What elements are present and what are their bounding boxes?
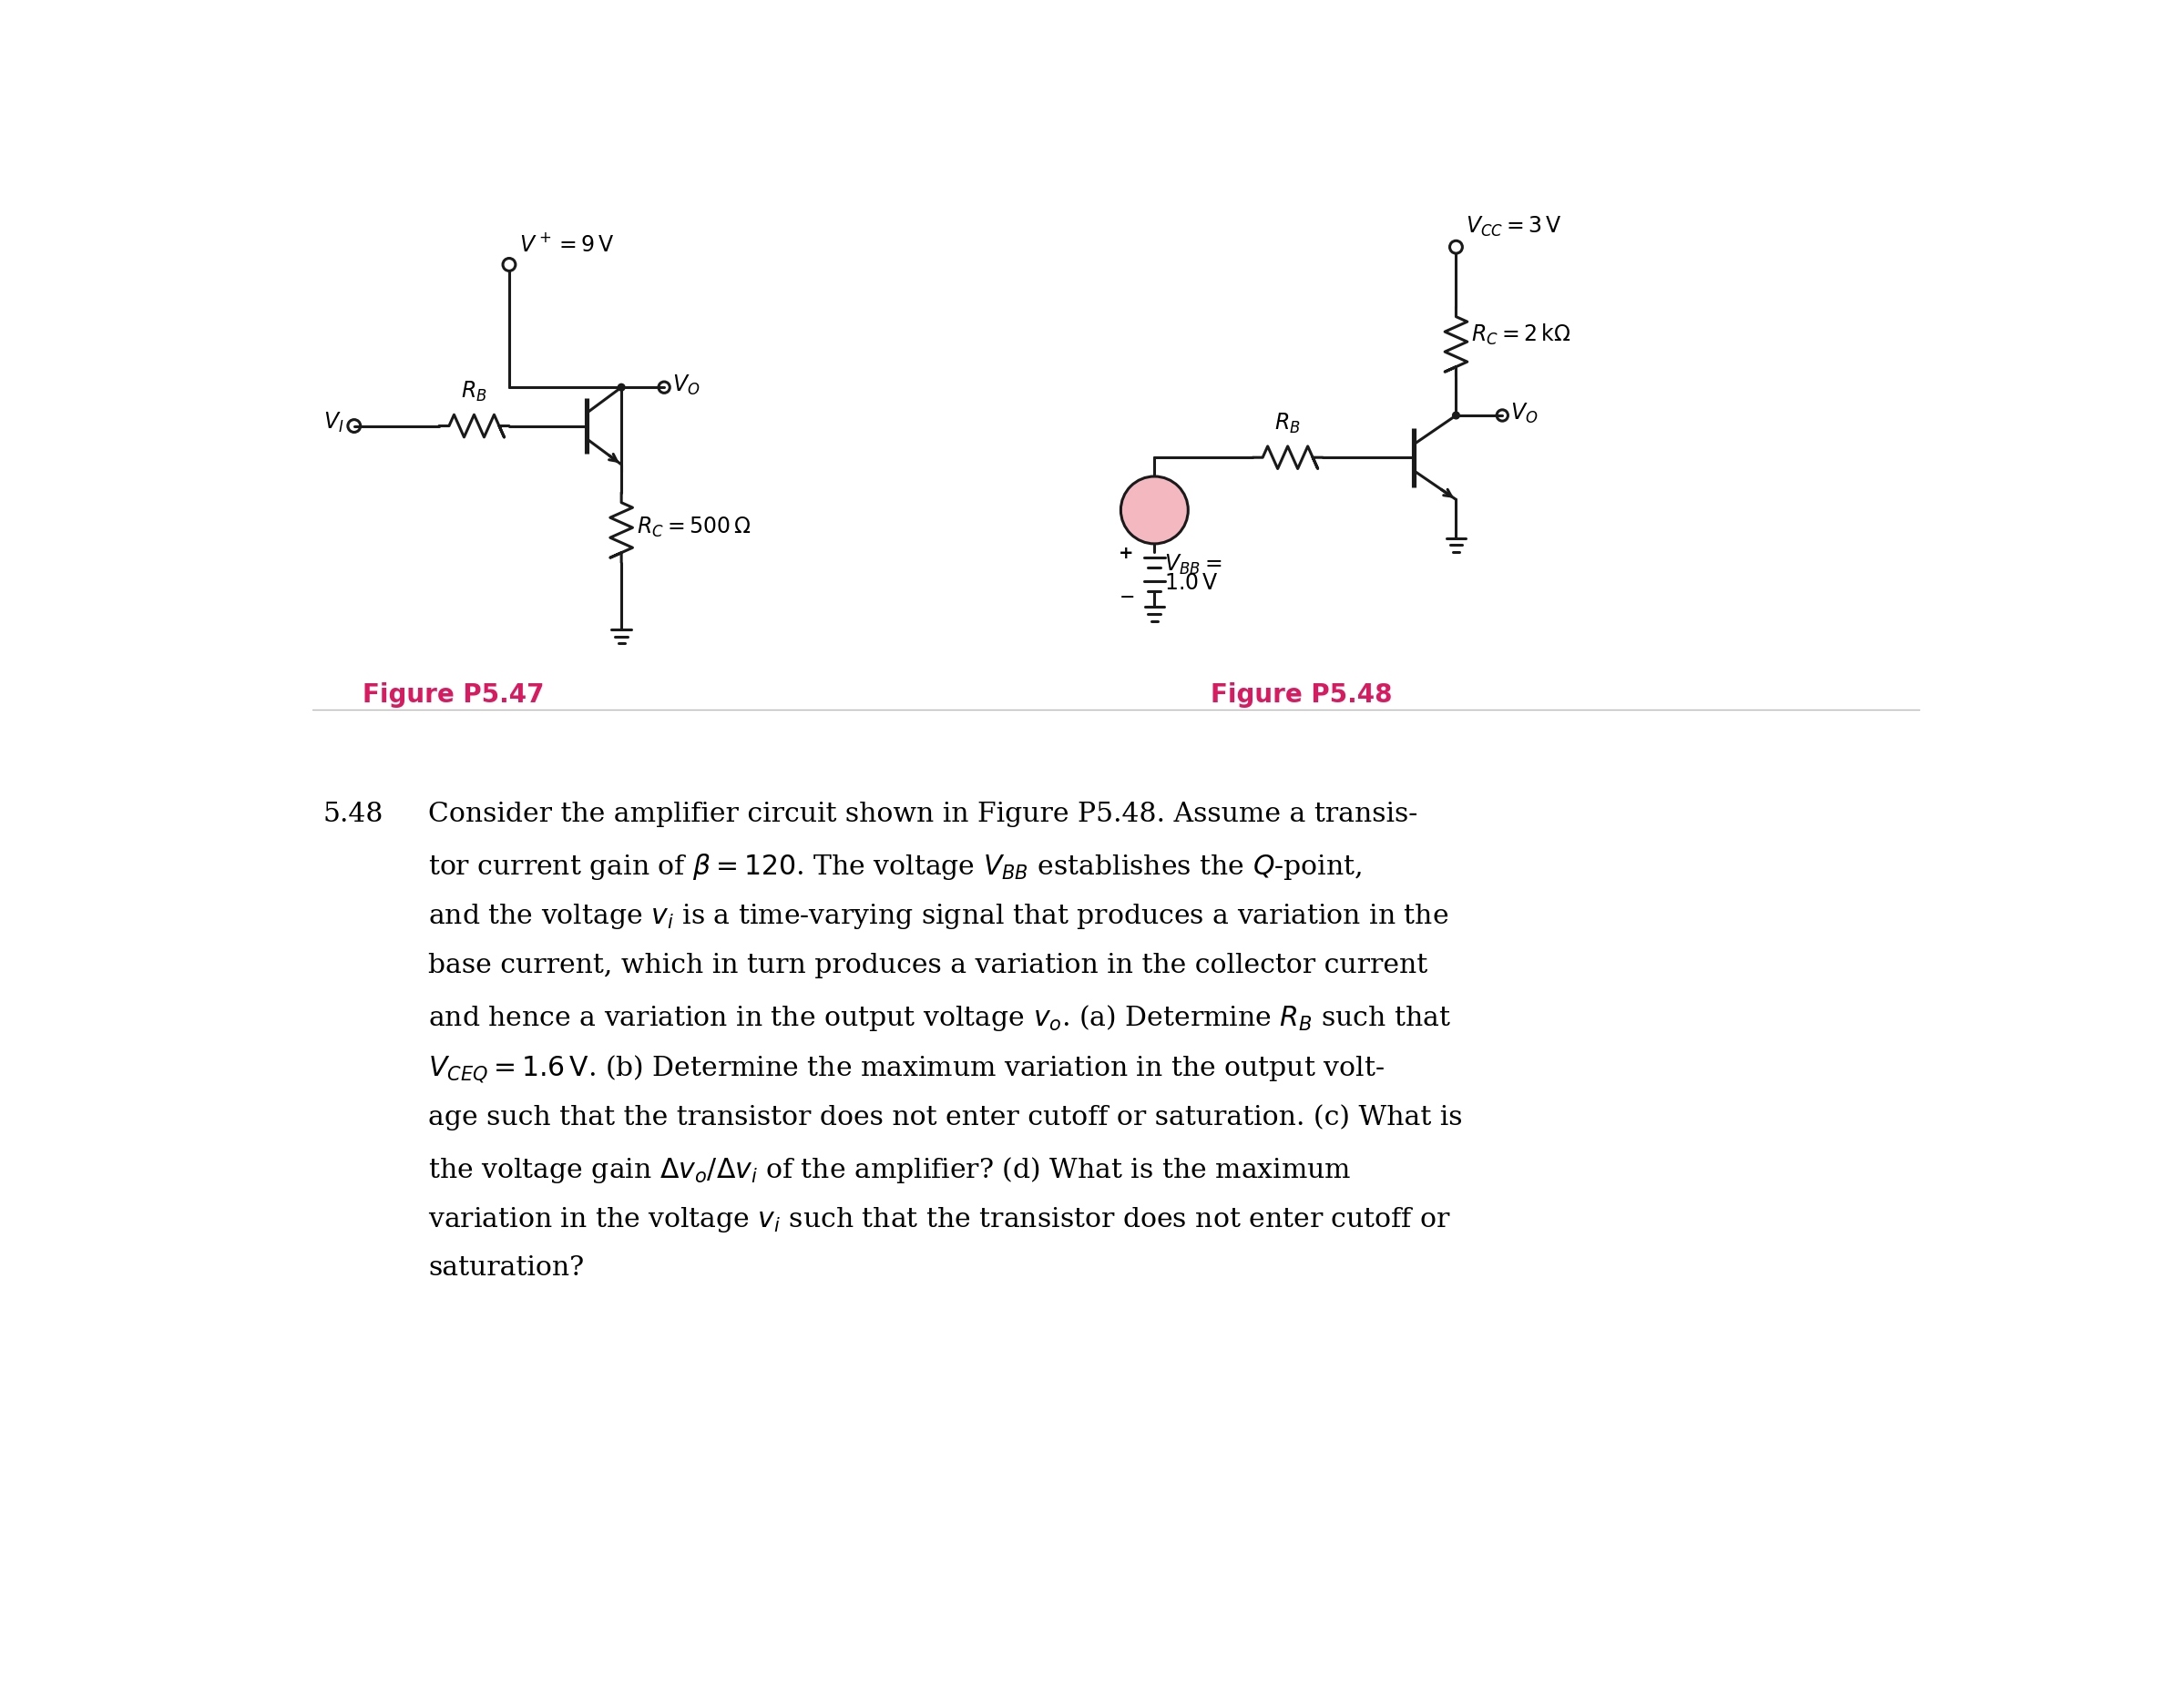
- Text: variation in the voltage $v_i$ such that the transistor does not enter cutoff or: variation in the voltage $v_i$ such that…: [429, 1206, 1451, 1235]
- Text: $V_O$: $V_O$: [1509, 401, 1538, 425]
- Text: $R_B$: $R_B$: [462, 379, 488, 403]
- Text: the voltage gain $\Delta v_o/\Delta v_i$ of the amplifier? (d) What is the maxim: the voltage gain $\Delta v_o/\Delta v_i$…: [429, 1155, 1353, 1185]
- Text: base current, which in turn produces a variation in the collector current: base current, which in turn produces a v…: [429, 953, 1429, 979]
- Text: $V_{CC} = 3\,\mathrm{V}$: $V_{CC} = 3\,\mathrm{V}$: [1466, 215, 1562, 239]
- Circle shape: [1122, 477, 1189, 543]
- Text: $V_I$: $V_I$: [325, 410, 344, 434]
- Text: $-$: $-$: [1141, 511, 1157, 529]
- Text: $R_C = 500\,\Omega$: $R_C = 500\,\Omega$: [636, 516, 751, 540]
- Text: +: +: [1119, 545, 1135, 562]
- Text: and the voltage $v_i$ is a time-varying signal that produces a variation in the: and the voltage $v_i$ is a time-varying …: [429, 902, 1448, 931]
- Text: tor current gain of $\beta = 120$. The voltage $V_{BB}$ establishes the $Q$-poin: tor current gain of $\beta = 120$. The v…: [429, 852, 1363, 881]
- Text: Figure P5.47: Figure P5.47: [362, 681, 544, 707]
- Text: $V_{BB} =$: $V_{BB} =$: [1165, 553, 1222, 577]
- Text: $V_{CEQ} = 1.6\,\mathrm{V}$. (b) Determine the maximum variation in the output v: $V_{CEQ} = 1.6\,\mathrm{V}$. (b) Determi…: [429, 1054, 1385, 1085]
- Text: $R_C = 2\,\mathrm{k}\Omega$: $R_C = 2\,\mathrm{k}\Omega$: [1472, 323, 1570, 347]
- Text: $v_i$: $v_i$: [1167, 497, 1185, 516]
- Text: +: +: [1141, 488, 1157, 506]
- Circle shape: [619, 384, 625, 391]
- Text: Figure P5.48: Figure P5.48: [1211, 681, 1392, 707]
- Text: $-$: $-$: [1119, 586, 1135, 605]
- Text: $1.0\,\mathrm{V}$: $1.0\,\mathrm{V}$: [1165, 572, 1218, 593]
- Circle shape: [1453, 412, 1459, 418]
- Text: age such that the transistor does not enter cutoff or saturation. (c) What is: age such that the transistor does not en…: [429, 1103, 1464, 1131]
- Text: $V^+ = 9\,\mathrm{V}$: $V^+ = 9\,\mathrm{V}$: [518, 234, 614, 256]
- Text: 5.48: 5.48: [322, 801, 383, 827]
- Text: and hence a variation in the output voltage $v_o$. (a) Determine $R_B$ such that: and hence a variation in the output volt…: [429, 1003, 1451, 1033]
- Text: saturation?: saturation?: [429, 1255, 584, 1281]
- Text: $R_B$: $R_B$: [1274, 412, 1300, 436]
- Text: Consider the amplifier circuit shown in Figure P5.48. Assume a transis-: Consider the amplifier circuit shown in …: [429, 801, 1418, 827]
- Text: $V_O$: $V_O$: [671, 374, 699, 398]
